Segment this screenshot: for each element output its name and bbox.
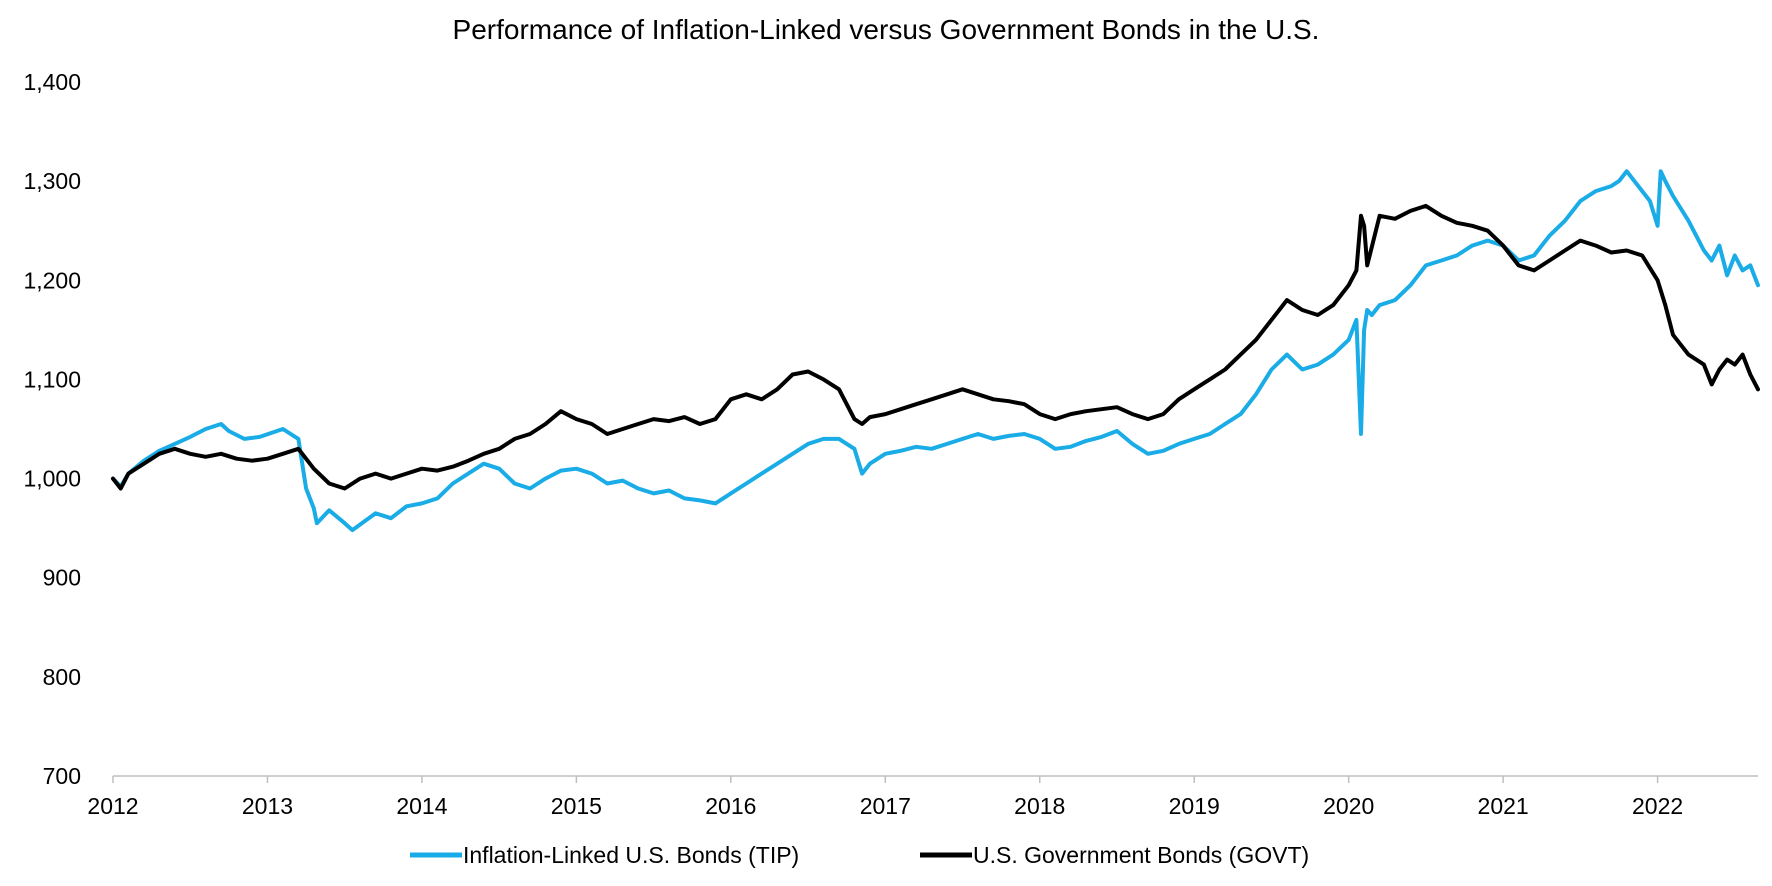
x-tick-label: 2016 — [705, 793, 756, 819]
series-group — [111, 169, 1760, 533]
x-tick-label: 2013 — [242, 793, 293, 819]
y-tick-label: 1,200 — [23, 267, 81, 293]
chart-title: Performance of Inflation-Linked versus G… — [452, 14, 1320, 45]
x-tick-label: 2018 — [1014, 793, 1065, 819]
x-tick-label: 2021 — [1478, 793, 1529, 819]
y-tick-label: 1,300 — [23, 168, 81, 194]
x-tick-label: 2019 — [1169, 793, 1220, 819]
y-axis: 700 800 900 1,000 1,100 1,200 1,300 1,400 — [23, 69, 81, 789]
x-axis: 2012 2013 2014 2015 2016 2017 2018 2019 2020 2021… — [87, 775, 1758, 819]
y-tick-label: 900 — [43, 565, 81, 591]
legend-label-govt: U.S. Government Bonds (GOVT) — [973, 842, 1309, 868]
x-tick-label: 2017 — [860, 793, 911, 819]
legend: Inflation-Linked U.S. Bonds (TIP) U.S. G… — [410, 842, 1309, 868]
x-tick-label: 2015 — [551, 793, 602, 819]
y-tick-label: 1,400 — [23, 69, 81, 95]
legend-label-tip: Inflation-Linked U.S. Bonds (TIP) — [463, 842, 799, 868]
y-tick-label: 700 — [43, 763, 81, 789]
x-tick-label: 2022 — [1632, 793, 1683, 819]
x-tick-label: 2020 — [1323, 793, 1374, 819]
x-tick-label: 2012 — [87, 793, 138, 819]
series-line-tip — [111, 169, 1760, 533]
y-tick-label: 800 — [43, 664, 81, 690]
x-tick-label: 2014 — [396, 793, 447, 819]
y-tick-label: 1,000 — [23, 466, 81, 492]
series-line-govt — [111, 203, 1760, 491]
y-tick-label: 1,100 — [23, 366, 81, 392]
